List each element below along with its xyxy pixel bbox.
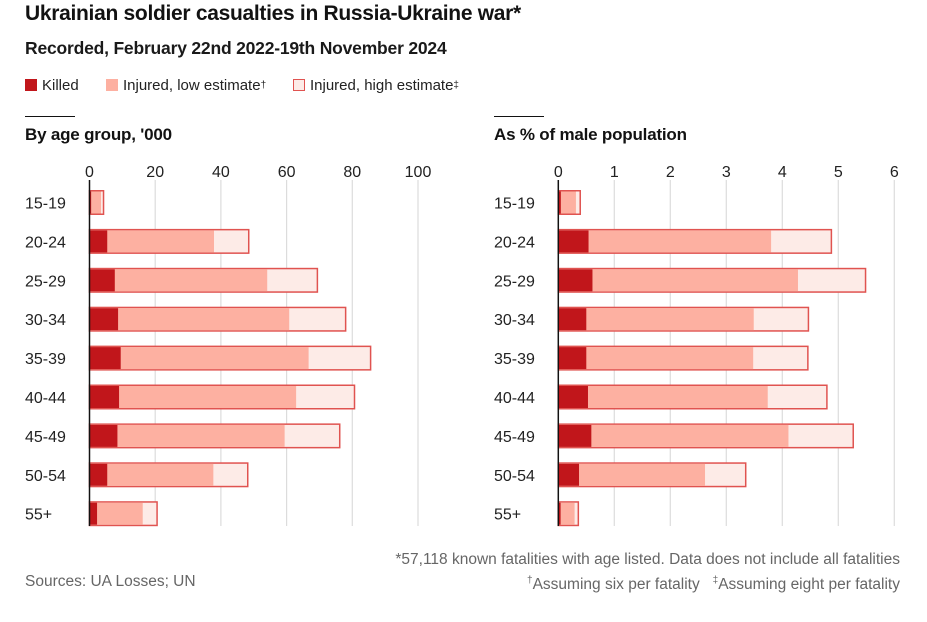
male-pop-tick-label: 3: [722, 164, 731, 181]
age-group-bar-injured-low: [89, 386, 297, 408]
legend-item-killed: Killed: [25, 75, 79, 95]
age-group-bar-injured-low: [89, 308, 290, 331]
panel-title-male-population: As % of male population: [494, 125, 687, 144]
legend-double-dagger-mark: ‡: [453, 79, 459, 91]
male-pop-bar-injured-low: [558, 424, 789, 447]
male-pop-tick-label: 2: [666, 164, 675, 181]
age-group-bar-killed: [89, 269, 115, 292]
footnote-eight-per-fatality: Assuming eight per fatality: [718, 576, 900, 593]
male-pop-category-label: 40-44: [494, 390, 535, 407]
age-group-bar-killed: [89, 386, 120, 408]
age-group-category-label: 35-39: [25, 351, 66, 368]
male-pop-tick-label: 4: [778, 164, 787, 181]
male-pop-category-label: 20-24: [494, 234, 535, 251]
footnote-double-dagger-mark: ‡: [712, 575, 719, 586]
male-pop-bar-killed: [558, 386, 588, 408]
male-pop-bar-killed: [558, 269, 593, 292]
legend-label-killed: Killed: [42, 76, 79, 94]
age-group-bar-injured-low: [89, 463, 214, 486]
male-pop-tick-label: 6: [890, 164, 899, 181]
male-pop-bar-injured-low: [558, 269, 798, 292]
male-pop-bar-injured-low: [558, 308, 754, 331]
footnote-fatalities: *57,118 known fatalities with age listed…: [395, 551, 900, 568]
age-group-bar-injured-low: [89, 347, 309, 370]
male-pop-bar-injured-low: [558, 191, 576, 214]
male-pop-category-label: 50-54: [494, 468, 535, 485]
legend-item-injured-low: Injured, low estimate †: [106, 75, 266, 95]
legend-dagger-mark: †: [260, 79, 267, 91]
age-group-tick-label: 0: [85, 164, 94, 181]
age-group-bar-injured-low: [89, 230, 215, 253]
age-group-bar-injured-low: [89, 269, 268, 292]
age-group-bar-killed: [89, 463, 108, 486]
age-group-tick-label: 60: [278, 164, 296, 181]
panel-divider-left: [25, 116, 75, 118]
age-group-category-label: 55+: [25, 507, 52, 524]
male-pop-bar-killed: [558, 191, 561, 214]
age-group-category-label: 50-54: [25, 468, 66, 485]
male-pop-bar-killed: [558, 308, 587, 331]
chart-subtitle: Recorded, February 22nd 2022-19th Novemb…: [25, 38, 447, 58]
male-pop-tick-label: 0: [554, 164, 563, 181]
footnote-dagger-mark: †: [527, 575, 533, 586]
male-pop-bar-injured-low: [558, 502, 575, 525]
age-group-bar-injured-low: [89, 502, 143, 525]
age-group-bar-injured-low: [89, 424, 285, 447]
age-group-tick-label: 20: [146, 164, 164, 181]
male-pop-bar-killed: [558, 230, 589, 253]
legend-swatch-injured-high: [293, 79, 305, 91]
age-group-category-label: 30-34: [25, 312, 66, 329]
age-group-category-label: 45-49: [25, 429, 66, 446]
sources: Sources: UA Losses; UN: [25, 573, 196, 590]
male-pop-category-label: 35-39: [494, 351, 535, 368]
age-group-bar-killed: [89, 191, 92, 214]
age-group-bar-killed: [89, 230, 108, 253]
male-pop-bar-killed: [558, 463, 580, 486]
chart-title: Ukrainian soldier casualties in Russia-U…: [25, 2, 521, 25]
male-pop-category-label: 15-19: [494, 196, 535, 213]
age-group-tick-label: 40: [212, 164, 230, 181]
legend-item-injured-high: Injured, high estimate ‡: [293, 75, 459, 95]
age-group-tick-label: 100: [405, 164, 432, 181]
male-pop-bar-injured-low: [558, 230, 772, 253]
age-group-category-label: 20-24: [25, 234, 66, 251]
male-pop-bar-injured-low: [558, 463, 706, 486]
footnote-assumptions: †Assuming six per fatality ‡Assuming eig…: [527, 575, 900, 594]
male-pop-bar-killed: [558, 424, 592, 447]
male-pop-tick-label: 1: [610, 164, 619, 181]
age-group-tick-label: 80: [343, 164, 361, 181]
male-pop-tick-label: 5: [834, 164, 843, 181]
legend-swatch-injured-low: [106, 79, 118, 91]
panel-title-age-group: By age group, '000: [25, 125, 172, 144]
male-pop-category-label: 30-34: [494, 312, 535, 329]
panel-divider-right: [494, 116, 544, 118]
age-group-bar-injured-low: [89, 191, 101, 214]
footnote-six-per-fatality: Assuming six per fatality: [532, 576, 700, 593]
legend-label-injured-high: Injured, high estimate: [310, 76, 454, 94]
male-pop-category-label: 45-49: [494, 429, 535, 446]
age-group-bar-killed: [89, 424, 118, 447]
male-pop-bar-killed: [558, 502, 561, 525]
age-group-bar-killed: [89, 347, 121, 370]
male-pop-bar-injured-low: [558, 386, 768, 408]
legend-label-injured-low: Injured, low estimate: [123, 76, 261, 94]
legend-swatch-killed: [25, 79, 37, 91]
age-group-bar-killed: [89, 502, 98, 525]
male-pop-bar-killed: [558, 347, 587, 370]
age-group-category-label: 15-19: [25, 196, 66, 213]
male-pop-bar-injured-low: [558, 347, 754, 370]
male-pop-category-label: 25-29: [494, 273, 535, 290]
age-group-category-label: 25-29: [25, 273, 66, 290]
age-group-category-label: 40-44: [25, 390, 66, 407]
male-pop-category-label: 55+: [494, 507, 521, 524]
age-group-bar-killed: [89, 308, 119, 331]
